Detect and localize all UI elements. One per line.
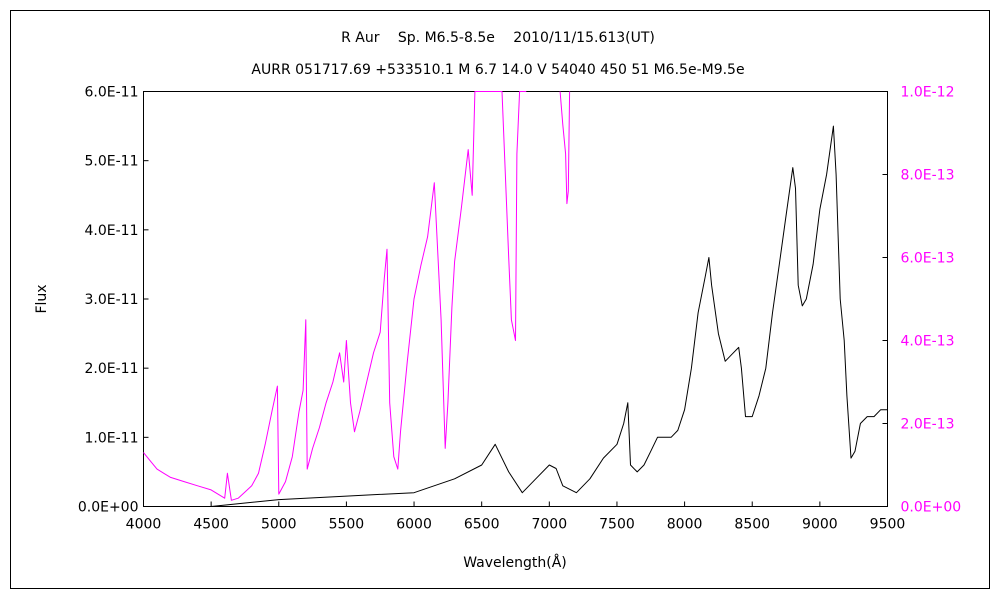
y-axis-label: Flux bbox=[34, 284, 50, 313]
x-tick-label-1: 4500 bbox=[193, 517, 229, 533]
y-tick-label-1: 1.0E-11 bbox=[85, 430, 139, 446]
series-layer bbox=[143, 91, 888, 507]
x-tick-label-3: 5500 bbox=[329, 517, 365, 533]
chart-title: R Aur Sp. M6.5-8.5e 2010/11/15.613(UT) bbox=[341, 30, 655, 46]
series-line-1 bbox=[143, 91, 527, 501]
y2-tick-label-2: 4.0E-13 bbox=[901, 334, 955, 350]
y-tick-label-5: 5.0E-11 bbox=[85, 154, 139, 170]
y2-tick-label-3: 6.0E-13 bbox=[901, 251, 955, 267]
y2-tick-label-5: 1.0E-12 bbox=[901, 85, 955, 101]
x-axis-ticks: 4000 4500 5000 5500 6000 6500 7000 7500 8000 8500… bbox=[126, 501, 906, 533]
x-tick-label-4: 6000 bbox=[396, 517, 432, 533]
y2-tick-label-0: 0.0E+00 bbox=[901, 500, 962, 516]
chart-subtitle: AURR 051717.69 +533510.1 M 6.7 14.0 V 54… bbox=[251, 62, 744, 78]
x-tick-label-10: 9000 bbox=[802, 517, 838, 533]
series-line-0 bbox=[143, 125, 888, 507]
y2-tick-label-1: 2.0E-13 bbox=[901, 417, 955, 433]
x-tick-label-6: 7000 bbox=[531, 517, 567, 533]
y2-tick-label-4: 8.0E-13 bbox=[901, 168, 955, 184]
y-tick-label-2: 2.0E-11 bbox=[85, 361, 139, 377]
series-line-2 bbox=[559, 91, 571, 205]
y-tick-label-3: 3.0E-11 bbox=[85, 292, 139, 308]
x-tick-label-11: 9500 bbox=[870, 517, 906, 533]
y-axis-ticks: 0.0E+00 1.0E-11 2.0E-11 3.0E-11 4.0E-11 5.0E-… bbox=[78, 85, 149, 516]
x-tick-label-0: 4000 bbox=[126, 517, 162, 533]
y2-axis-ticks: 0.0E+00 2.0E-13 4.0E-13 6.0E-13 8.0E-13 1.0E-… bbox=[882, 85, 962, 516]
x-tick-label-8: 8000 bbox=[667, 517, 703, 533]
x-tick-label-9: 8500 bbox=[734, 517, 770, 533]
x-axis-label: Wavelength(Å) bbox=[463, 554, 567, 571]
x-tick-label-5: 6500 bbox=[464, 517, 500, 533]
x-tick-label-7: 7500 bbox=[599, 517, 635, 533]
y-tick-label-6: 6.0E-11 bbox=[85, 85, 139, 101]
y-tick-label-0: 0.0E+00 bbox=[78, 500, 139, 516]
x-tick-label-2: 5000 bbox=[261, 517, 297, 533]
y-tick-label-4: 4.0E-11 bbox=[85, 223, 139, 239]
